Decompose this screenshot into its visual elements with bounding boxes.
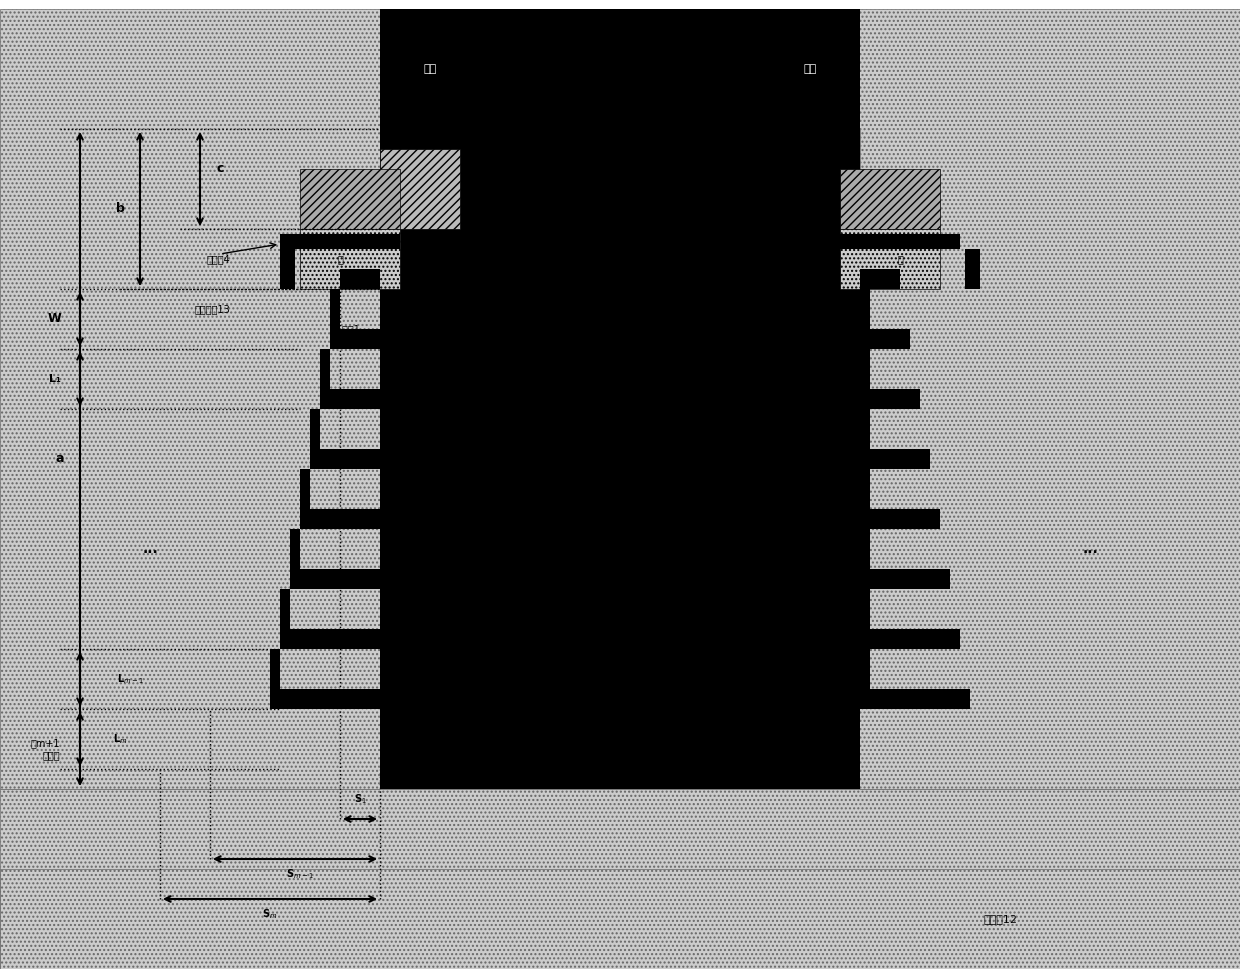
Bar	[280, 249, 295, 289]
Bar	[861, 649, 870, 689]
Bar	[861, 529, 870, 569]
Bar	[379, 149, 460, 229]
Bar	[0, 9, 1240, 789]
Bar	[310, 449, 379, 469]
Bar	[280, 629, 379, 649]
Bar	[861, 329, 910, 349]
Text: 栅极: 栅极	[663, 94, 677, 104]
Text: W: W	[48, 312, 62, 326]
Text: ...: ...	[143, 542, 157, 556]
Bar	[290, 529, 300, 569]
Bar	[861, 509, 940, 529]
Text: a: a	[56, 453, 64, 465]
Bar	[861, 629, 960, 649]
Bar	[861, 449, 930, 469]
Text: 外延层: 外延层	[609, 483, 631, 495]
Bar	[310, 409, 320, 449]
Bar	[861, 269, 900, 289]
Bar	[300, 509, 379, 529]
Bar	[330, 329, 379, 349]
Bar	[861, 689, 970, 709]
Bar	[480, 9, 760, 129]
Bar	[379, 129, 861, 189]
Text: ...: ...	[1083, 542, 1097, 556]
Text: 钝化层12: 钝化层12	[983, 914, 1017, 924]
Bar	[320, 389, 379, 409]
Bar	[839, 234, 960, 249]
Bar	[330, 289, 340, 329]
Bar	[280, 589, 290, 629]
Text: L$_m$: L$_m$	[113, 733, 128, 746]
Text: 栅极: 栅极	[563, 94, 577, 104]
Bar	[965, 249, 980, 289]
Text: S$_m$: S$_m$	[263, 907, 278, 921]
Text: 第1阶台1: 第1阶台1	[330, 324, 360, 334]
Bar	[320, 349, 330, 389]
Bar	[300, 469, 310, 509]
Bar	[300, 229, 401, 289]
Bar	[280, 234, 401, 249]
Bar	[270, 689, 379, 709]
Text: 栅: 栅	[337, 254, 343, 264]
Bar	[861, 569, 950, 589]
Text: S$_{m-1}$: S$_{m-1}$	[286, 867, 314, 881]
Bar	[839, 169, 940, 229]
Text: L₁: L₁	[50, 374, 61, 384]
Text: 源极: 源极	[423, 64, 436, 74]
Text: c: c	[216, 163, 223, 175]
Text: S$_1$: S$_1$	[353, 792, 366, 806]
Bar	[300, 169, 401, 229]
Text: b: b	[115, 203, 124, 215]
Bar	[861, 469, 870, 509]
Bar	[270, 649, 280, 689]
Text: 第m+1
个平台: 第m+1 个平台	[31, 738, 60, 760]
Bar	[861, 289, 870, 329]
Text: 极: 极	[897, 254, 903, 264]
Bar	[0, 789, 1240, 969]
Bar	[861, 409, 870, 449]
Bar	[340, 269, 379, 289]
Bar	[861, 349, 870, 389]
Bar	[379, 9, 480, 129]
Bar	[861, 389, 920, 409]
Bar	[760, 9, 861, 129]
Bar	[379, 9, 861, 789]
Text: 源极: 源极	[804, 64, 817, 74]
Bar	[839, 229, 940, 289]
Text: 阶梯场板13: 阶梯场板13	[195, 304, 229, 314]
Text: 阻挡层4: 阻挡层4	[206, 254, 229, 264]
Text: L$_{m-1}$: L$_{m-1}$	[117, 672, 144, 686]
Bar	[861, 589, 870, 629]
Bar	[290, 569, 379, 589]
Bar	[0, 869, 1240, 969]
Bar	[379, 189, 460, 229]
